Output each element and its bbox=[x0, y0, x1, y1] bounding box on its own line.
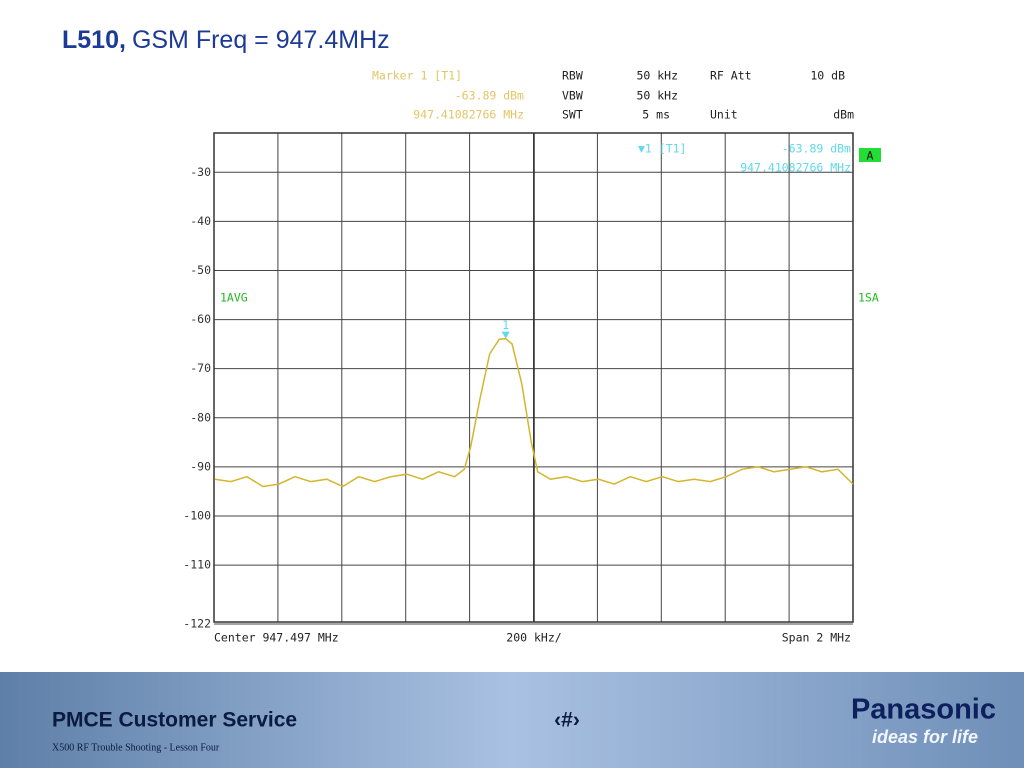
y-tick-label: -40 bbox=[190, 214, 211, 228]
status: A bbox=[867, 149, 874, 163]
header-text: 10 dB bbox=[810, 69, 845, 83]
plot-labels: ▼1 [T1] -63.89 dBm 947.41082766 MHz A 1A… bbox=[214, 142, 881, 645]
header-text: 50 kHz bbox=[636, 89, 678, 103]
x-div: 200 kHz/ bbox=[506, 631, 561, 645]
title-bold: L510, bbox=[62, 26, 126, 54]
header-text: SWT bbox=[562, 108, 583, 122]
brand: Panasonic bbox=[851, 694, 996, 726]
header-text: RF Att bbox=[710, 69, 752, 83]
title-rest: GSM Freq = 947.4MHz bbox=[132, 26, 390, 54]
header-text: 50 kHz bbox=[636, 69, 678, 83]
slogan: ideas for life bbox=[872, 727, 978, 747]
footer-title: PMCE Customer Service bbox=[52, 709, 297, 732]
y-tick-label: -30 bbox=[190, 165, 211, 179]
header-text: dBm bbox=[833, 108, 854, 122]
footer-band bbox=[0, 672, 1024, 768]
marker bbox=[501, 331, 510, 339]
header-text: VBW bbox=[562, 89, 583, 103]
slide-title: L510, GSM Freq = 947.4MHz bbox=[62, 26, 390, 54]
trace bbox=[214, 337, 854, 488]
header-text: -63.89 dBm bbox=[455, 89, 524, 103]
y-tick-label: -50 bbox=[190, 263, 211, 277]
page-number: ‹#› bbox=[554, 709, 580, 732]
marker-tag: ▼1 [T1] bbox=[638, 142, 686, 156]
footer-subtitle: X500 RF Trouble Shooting - Lesson Four bbox=[52, 742, 220, 753]
header-text: RBW bbox=[562, 69, 583, 83]
marker-freq: 947.41082766 MHz bbox=[740, 161, 851, 175]
y-tick-label: -110 bbox=[183, 558, 211, 572]
marker-level: -63.89 dBm bbox=[782, 142, 851, 156]
y-tick-label: -122 bbox=[183, 617, 211, 631]
y-tick-label: -60 bbox=[190, 312, 211, 326]
x-center: Center 947.497 MHz bbox=[214, 631, 339, 645]
trace-mode: 1AVG bbox=[220, 291, 248, 305]
header-text: 5 ms bbox=[642, 108, 670, 122]
y-tick-label: -90 bbox=[190, 459, 211, 473]
x-span: Span 2 MHz bbox=[782, 631, 851, 645]
trace-type: 1SA bbox=[858, 291, 879, 305]
marker-number: 1 bbox=[502, 318, 509, 332]
header-text: Unit bbox=[710, 108, 738, 122]
header-text: 947.41082766 MHz bbox=[413, 108, 524, 122]
header-text: Marker 1 [T1] bbox=[372, 69, 462, 83]
y-tick-label: -100 bbox=[183, 508, 211, 522]
y-tick-label: -70 bbox=[190, 361, 211, 375]
y-tick-label: -80 bbox=[190, 410, 211, 424]
analyzer-header: Marker 1 [T1] -63.89 dBm 947.41082766 MH… bbox=[372, 69, 854, 122]
status-box bbox=[859, 148, 881, 162]
